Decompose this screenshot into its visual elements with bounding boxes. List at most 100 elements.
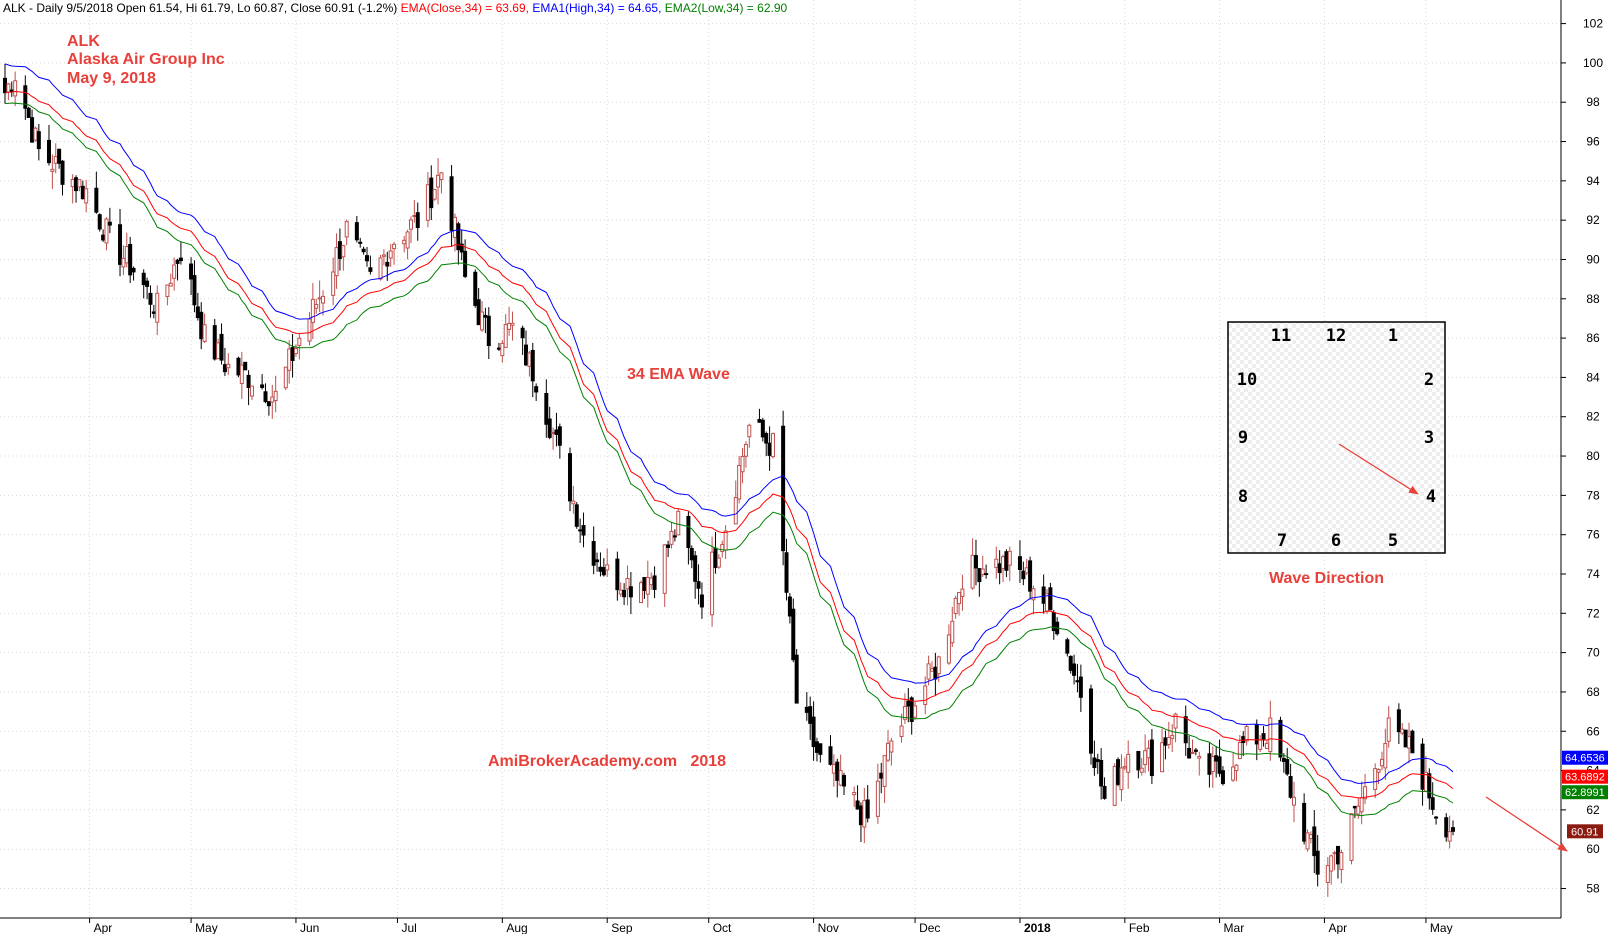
candle-body <box>226 363 231 369</box>
candle-body <box>1197 755 1202 759</box>
x-tick-label: Feb <box>1129 921 1150 934</box>
candle-body <box>287 348 292 371</box>
wave-direction-clock: 12 1 2 3 4 5 6 7 8 9 10 11 <box>1227 321 1446 554</box>
y-tick-label: 80 <box>1586 449 1600 463</box>
candle-body <box>249 385 254 397</box>
candle-body <box>693 555 698 582</box>
candle-body <box>1173 713 1178 729</box>
candle-body <box>1376 769 1381 773</box>
candle-body <box>710 551 715 616</box>
clock-face <box>1227 321 1446 554</box>
price-tags: 64.6536 63.6892 62.8991 60.91 <box>1562 750 1608 839</box>
candle-body <box>1356 805 1361 815</box>
candle-body <box>1001 556 1006 569</box>
candle-body <box>121 257 126 268</box>
candle-body <box>459 243 464 253</box>
candle-body <box>283 366 288 389</box>
candle-body <box>1434 816 1439 819</box>
candle-body <box>1335 845 1340 865</box>
price-tag-value: 60.91 <box>1571 826 1599 838</box>
candle-body <box>439 172 444 181</box>
clock-number-12: 12 <box>1326 326 1346 346</box>
x-tick-label: Dec <box>919 921 940 934</box>
header-ema-low: EMA2(Low,34) = 62.90 <box>665 1 788 15</box>
clock-number-5: 5 <box>1388 531 1398 551</box>
candle-body <box>929 668 934 672</box>
candle-body <box>452 216 457 238</box>
candle-body <box>686 515 691 549</box>
candle-body <box>882 755 887 787</box>
candle-body <box>1220 770 1225 785</box>
candle-body <box>747 424 752 438</box>
candle-body <box>266 401 271 407</box>
candle-body <box>192 275 197 306</box>
candle-body <box>1136 750 1141 771</box>
candle-body <box>378 257 383 280</box>
candle-body <box>933 666 938 680</box>
candle-body <box>1170 734 1175 739</box>
candle-body <box>618 589 623 595</box>
candle-body <box>23 85 28 109</box>
candle-body <box>997 563 1002 574</box>
candle-body <box>1400 728 1405 734</box>
candle-body <box>716 557 721 568</box>
price-tag-box <box>1567 824 1603 839</box>
candle-body <box>855 800 860 810</box>
candle-body <box>1207 753 1212 775</box>
x-tick-label: 2018 <box>1024 921 1051 934</box>
candle-body <box>1254 724 1259 745</box>
candle-body <box>662 544 667 594</box>
candle-body <box>84 188 89 204</box>
candle-body <box>9 89 14 92</box>
y-tick-label: 68 <box>1586 685 1600 699</box>
candle-body <box>145 280 150 287</box>
candle-body <box>293 347 298 355</box>
candle-body <box>290 347 295 361</box>
candle-body <box>723 530 728 551</box>
candle-body <box>74 177 79 192</box>
clock-number-1: 1 <box>1388 326 1398 346</box>
candle-body <box>175 259 180 264</box>
candle-body <box>567 453 572 502</box>
candle-body <box>720 544 725 552</box>
candle-body <box>530 349 535 382</box>
candle-body <box>1420 743 1425 790</box>
candle-body <box>155 292 160 323</box>
candle-body <box>862 800 867 828</box>
candle-body <box>425 184 430 221</box>
candle-body <box>1146 747 1151 759</box>
x-tick-label: Nov <box>818 921 839 934</box>
candle-body <box>1451 827 1455 832</box>
x-tick-label: Oct <box>713 921 732 934</box>
x-tick-label: Aug <box>506 921 527 934</box>
y-tick-label: 60 <box>1586 842 1600 856</box>
candle-body <box>1166 737 1171 745</box>
ema-lines <box>4 63 1454 817</box>
candle-body <box>131 267 136 273</box>
candle-body <box>189 263 194 280</box>
chart-header: ALK - Daily 9/5/2018 Open 61.54, Hi 61.7… <box>3 1 788 15</box>
candle-body <box>1244 725 1249 742</box>
candle-body <box>713 547 718 568</box>
candle-body <box>764 433 769 444</box>
x-tick-label: Jul <box>401 921 416 934</box>
candle-body <box>1281 757 1286 762</box>
candle-body <box>1410 730 1415 754</box>
candle-body <box>936 656 941 675</box>
y-tick-label: 66 <box>1586 724 1600 738</box>
candle-body <box>1349 813 1354 861</box>
candle-body <box>429 177 434 209</box>
candle-body <box>408 219 413 230</box>
candle-body <box>649 577 654 586</box>
ticker-symbol: ALK <box>67 33 100 50</box>
candle-body <box>842 775 847 787</box>
candle-body <box>994 558 999 568</box>
candle-body <box>412 215 417 218</box>
candle-body <box>236 357 241 376</box>
candle-body <box>1065 639 1070 654</box>
candle-body <box>500 342 505 357</box>
candle-body <box>1183 716 1188 744</box>
candle-body <box>334 247 339 277</box>
candle-body <box>1075 680 1080 683</box>
